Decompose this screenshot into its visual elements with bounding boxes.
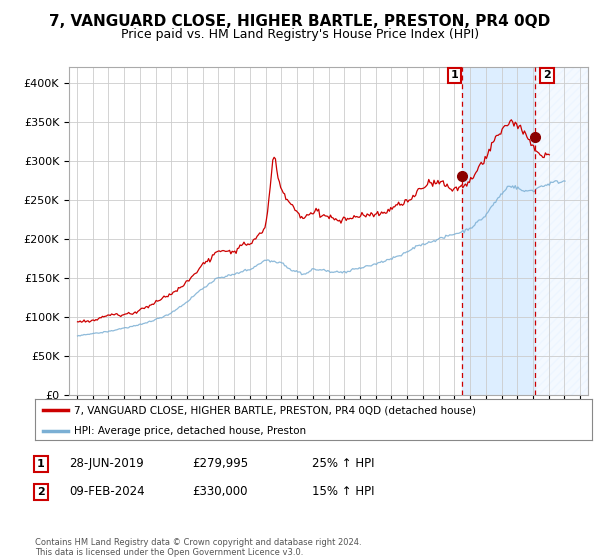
Text: 1: 1 — [451, 71, 458, 81]
Bar — [462, 67, 535, 395]
Text: 25% ↑ HPI: 25% ↑ HPI — [312, 457, 374, 470]
Text: 2: 2 — [37, 487, 44, 497]
Text: 7, VANGUARD CLOSE, HIGHER BARTLE, PRESTON, PR4 0QD: 7, VANGUARD CLOSE, HIGHER BARTLE, PRESTO… — [49, 14, 551, 29]
Text: 28-JUN-2019: 28-JUN-2019 — [69, 457, 144, 470]
Text: 15% ↑ HPI: 15% ↑ HPI — [312, 485, 374, 498]
Text: 1: 1 — [37, 459, 44, 469]
Text: 2: 2 — [543, 71, 551, 81]
Text: Contains HM Land Registry data © Crown copyright and database right 2024.
This d: Contains HM Land Registry data © Crown c… — [35, 538, 361, 557]
Text: 09-FEB-2024: 09-FEB-2024 — [69, 485, 145, 498]
Text: Price paid vs. HM Land Registry's House Price Index (HPI): Price paid vs. HM Land Registry's House … — [121, 28, 479, 41]
Text: £279,995: £279,995 — [192, 457, 248, 470]
Bar — [535, 67, 588, 395]
Text: HPI: Average price, detached house, Preston: HPI: Average price, detached house, Pres… — [74, 426, 306, 436]
Text: 7, VANGUARD CLOSE, HIGHER BARTLE, PRESTON, PR4 0QD (detached house): 7, VANGUARD CLOSE, HIGHER BARTLE, PRESTO… — [74, 405, 476, 415]
Text: £330,000: £330,000 — [192, 485, 248, 498]
